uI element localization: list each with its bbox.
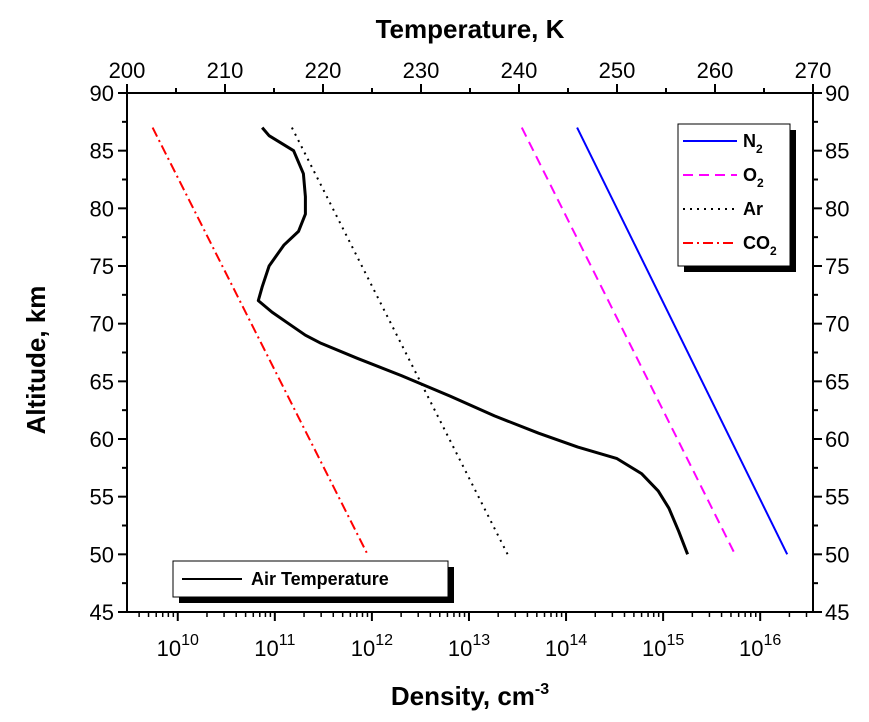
axes: 45 45 50 50 55 55 60 60 65 65 70 70 75 75 80 80 85 85 90 90… bbox=[90, 58, 850, 661]
series-layer bbox=[151, 126, 789, 555]
y-tick-label-left: 90 bbox=[90, 81, 114, 106]
legend-label: CO2 bbox=[743, 233, 777, 258]
bottom-axis-label: Density, cm-3 bbox=[391, 681, 549, 711]
tick-exponent: 10 bbox=[181, 632, 199, 649]
top-tick-label: 200 bbox=[109, 58, 146, 83]
tick-exponent: 14 bbox=[569, 632, 587, 649]
top-tick-label: 270 bbox=[795, 58, 832, 83]
y-tick-label-left: 80 bbox=[90, 196, 114, 221]
tick-exponent: 11 bbox=[279, 632, 296, 649]
bottom-tick-label: 1015 bbox=[642, 632, 684, 661]
legend-label: Ar bbox=[743, 199, 763, 219]
y-tick-label-right: 50 bbox=[825, 542, 849, 567]
bottom-tick-label: 1010 bbox=[157, 632, 199, 661]
series-line-N2 bbox=[576, 127, 789, 555]
legend-label-base: N bbox=[743, 131, 756, 151]
y-tick-label-right: 55 bbox=[825, 485, 849, 510]
tick-base: 10 bbox=[739, 636, 763, 661]
top-tick-label: 210 bbox=[207, 58, 244, 83]
legend-label: O2 bbox=[743, 165, 764, 190]
top-tick-label: 230 bbox=[403, 58, 440, 83]
top-tick-label: 220 bbox=[305, 58, 342, 83]
y-tick-label-right: 45 bbox=[825, 600, 849, 625]
y-tick-label-right: 70 bbox=[825, 312, 849, 337]
series-line-CO2 bbox=[151, 127, 369, 555]
series-line-air-temperature bbox=[256, 126, 689, 555]
bottom-axis-label-sup: -3 bbox=[535, 681, 549, 698]
tick-base: 10 bbox=[448, 636, 472, 661]
y-tick-label-left: 70 bbox=[90, 312, 114, 337]
legend-label-sub: 2 bbox=[756, 142, 763, 156]
tick-exponent: 13 bbox=[472, 632, 490, 649]
tick-base: 10 bbox=[157, 636, 181, 661]
legend-label-base: Air Temperature bbox=[251, 569, 389, 589]
bottom-tick-label: 1011 bbox=[254, 632, 295, 661]
y-tick-label-right: 65 bbox=[825, 369, 849, 394]
tick-exponent: 16 bbox=[764, 632, 782, 649]
y-tick-label-left: 85 bbox=[90, 139, 114, 164]
legend-label-base: Ar bbox=[743, 199, 763, 219]
y-tick-label-right: 75 bbox=[825, 254, 849, 279]
bottom-tick-label: 1014 bbox=[545, 632, 587, 661]
top-tick-label: 260 bbox=[697, 58, 734, 83]
y-tick-label-left: 55 bbox=[90, 485, 114, 510]
tick-exponent: 12 bbox=[375, 632, 393, 649]
bottom-tick-label: 1013 bbox=[448, 632, 490, 661]
y-tick-label-left: 50 bbox=[90, 542, 114, 567]
legend-label-sub: 2 bbox=[757, 176, 764, 190]
series-line-Ar bbox=[291, 127, 509, 555]
tick-base: 10 bbox=[642, 636, 666, 661]
y-tick-label-left: 45 bbox=[90, 600, 114, 625]
tick-exponent: 15 bbox=[666, 632, 684, 649]
legend-density-box bbox=[677, 123, 791, 267]
top-tick-label: 250 bbox=[599, 58, 636, 83]
legend-label: N2 bbox=[743, 131, 763, 156]
legend-label-base: O bbox=[743, 165, 757, 185]
y-tick-label-right: 90 bbox=[825, 81, 849, 106]
bottom-axis-label-text: Density, cm bbox=[391, 681, 535, 711]
tick-base: 10 bbox=[254, 636, 278, 661]
legend-temperature: Air Temperature bbox=[172, 560, 454, 603]
y-tick-label-right: 85 bbox=[825, 139, 849, 164]
y-tick-label-right: 80 bbox=[825, 196, 849, 221]
legend-label-sub: 2 bbox=[770, 244, 777, 258]
tick-base: 10 bbox=[351, 636, 375, 661]
bottom-tick-label: 1012 bbox=[351, 632, 393, 661]
y-axis-label: Altitude, km bbox=[21, 286, 51, 435]
legend-label-base: CO bbox=[743, 233, 770, 253]
y-tick-label-left: 60 bbox=[90, 427, 114, 452]
y-tick-label-left: 75 bbox=[90, 254, 114, 279]
top-tick-label: 240 bbox=[501, 58, 538, 83]
y-tick-label-left: 65 bbox=[90, 369, 114, 394]
tick-base: 10 bbox=[545, 636, 569, 661]
legend-label: Air Temperature bbox=[251, 569, 389, 589]
top-axis-label: Temperature, K bbox=[376, 14, 565, 44]
bottom-tick-label: 1016 bbox=[739, 632, 781, 661]
y-tick-label-right: 60 bbox=[825, 427, 849, 452]
